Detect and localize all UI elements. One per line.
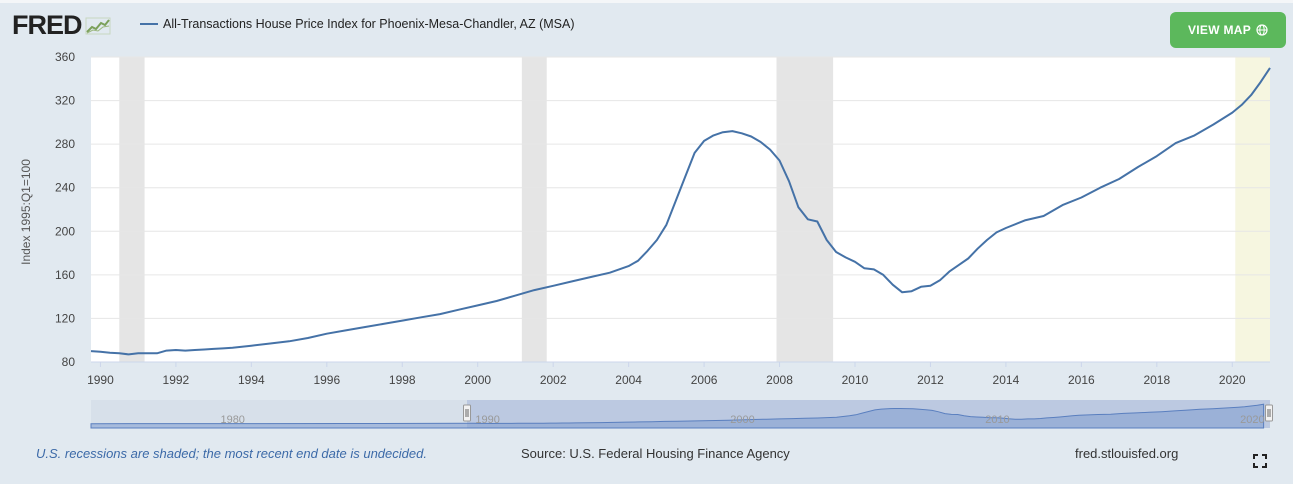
logo-text: FRED <box>12 10 82 40</box>
y-tick-label: 120 <box>55 311 75 325</box>
y-tick-label: 360 <box>55 50 75 64</box>
logo-graph-icon <box>85 17 110 34</box>
recession-band <box>1235 57 1270 362</box>
x-tick-label: 2020 <box>1219 373 1246 387</box>
x-tick-label: 1998 <box>389 373 416 387</box>
x-tick-label: 2014 <box>993 373 1020 387</box>
source-text: Source: U.S. Federal Housing Finance Age… <box>521 446 790 461</box>
recession-band <box>521 57 547 362</box>
chart-legend[interactable]: All-Transactions House Price Index for P… <box>140 17 575 31</box>
navigator-handle[interactable] <box>463 404 472 422</box>
x-tick-label: 1992 <box>163 373 190 387</box>
plot-area <box>91 57 1270 362</box>
x-tick-label: 2010 <box>842 373 869 387</box>
site-link[interactable]: fred.stlouisfed.org <box>1075 446 1179 461</box>
recession-band <box>119 57 145 362</box>
x-tick-label: 2016 <box>1068 373 1095 387</box>
x-tick-label: 2004 <box>615 373 642 387</box>
series-line <box>90 67 1271 356</box>
x-tick-label: 2006 <box>691 373 718 387</box>
y-tick-label: 200 <box>55 224 75 238</box>
legend-series-title: All-Transactions House Price Index for P… <box>163 17 575 31</box>
y-tick-label: 160 <box>55 268 75 282</box>
x-tick-label: 2018 <box>1143 373 1170 387</box>
x-tick-label: 1996 <box>313 373 340 387</box>
y-tick-label: 240 <box>55 181 75 195</box>
y-tick-label: 280 <box>55 137 75 151</box>
navigator-tick-label: 1980 <box>220 414 244 426</box>
x-tick-label: 1990 <box>87 373 114 387</box>
navigator-tick-label: 1990 <box>475 414 499 426</box>
x-tick-label: 2000 <box>464 373 491 387</box>
navigator-tick-label: 2000 <box>730 414 754 426</box>
x-tick-label: 2008 <box>766 373 793 387</box>
view-map-button[interactable]: VIEW MAP <box>1170 12 1286 48</box>
fullscreen-icon[interactable] <box>1252 453 1268 469</box>
x-tick-label: 2012 <box>917 373 944 387</box>
recession-band <box>776 57 834 362</box>
navigator-series <box>90 403 1265 429</box>
x-tick-label: 1994 <box>238 373 265 387</box>
recession-note: U.S. recessions are shaded; the most rec… <box>36 446 427 461</box>
fred-logo[interactable]: FRED <box>12 10 111 41</box>
navigator-tick-label: 2020 <box>1240 414 1264 426</box>
globe-icon <box>1256 24 1268 36</box>
navigator-handle[interactable] <box>1265 404 1273 422</box>
y-tick-label: 80 <box>62 355 76 369</box>
x-tick-label: 2002 <box>540 373 567 387</box>
navigator-tick-label: 2010 <box>985 414 1009 426</box>
view-map-label: VIEW MAP <box>1187 23 1252 37</box>
y-tick-label: 320 <box>55 94 75 108</box>
legend-swatch <box>140 23 158 25</box>
